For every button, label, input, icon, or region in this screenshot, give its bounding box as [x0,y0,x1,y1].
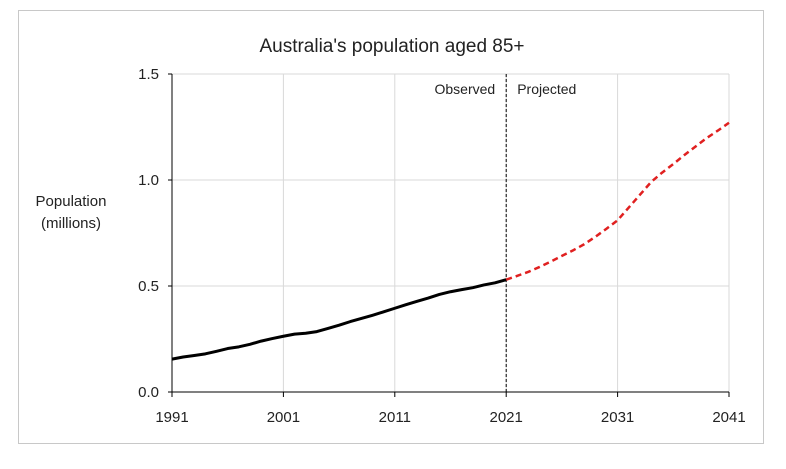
grid-lines [172,73,730,392]
y-axis-label-line-2: (millions) [41,215,101,232]
projected-series-line [505,121,730,281]
line-chart: Australia's population aged 85+ Populati… [36,36,746,426]
observed-label: Observed [434,81,495,97]
y-tick-label-1.0: 1.0 [138,172,159,189]
x-tick-label-2031: 2031 [601,409,634,426]
projected-label: Projected [517,81,576,97]
chart-title: Australia's population aged 85+ [259,36,524,57]
tick-labels: 1991 2001 2011 2021 2031 2041 0.0 0.5 1.0 1.5 [138,66,746,426]
series-lines [171,121,730,361]
axes [168,73,730,397]
x-tick-label-2041: 2041 [712,409,745,426]
y-tick-label-0.0: 0.0 [138,384,159,401]
x-tick-label-1991: 1991 [155,409,188,426]
y-tick-label-1.5: 1.5 [138,66,159,83]
x-tick-label-2021: 2021 [490,409,523,426]
y-tick-label-0.5: 0.5 [138,278,159,295]
y-axis-label-line-1: Population [36,193,107,210]
x-tick-label-2001: 2001 [267,409,300,426]
chart-frame: Australia's population aged 85+ Populati… [18,10,764,444]
x-tick-label-2011: 2011 [379,409,411,426]
observed-series-line [171,278,507,361]
